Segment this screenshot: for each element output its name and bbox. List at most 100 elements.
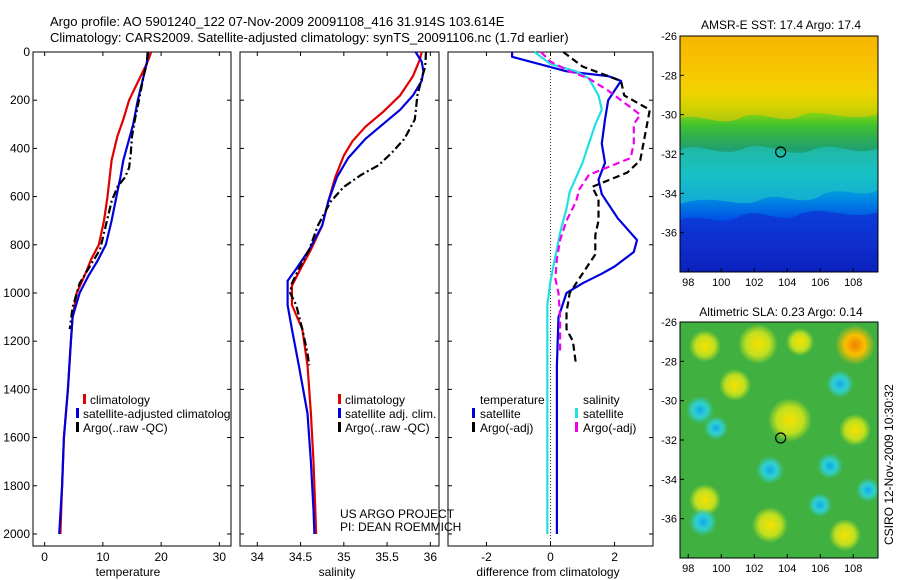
y-tick-label: 1800 [3, 479, 30, 493]
difference-axis-label: difference from climatology [476, 565, 619, 579]
temperature-panel-frame [32, 51, 232, 547]
y-tick-label: 200 [10, 93, 30, 107]
map-y-tick-label: -26 [661, 317, 677, 329]
x-tick-label: 2 [611, 550, 618, 564]
title-line-1: Argo profile: AO 5901240_122 07-Nov-2009… [50, 14, 505, 29]
temperature-legend: climatology satellite-adjusted climatolo… [76, 393, 230, 435]
x-tick-label: 0 [547, 550, 554, 564]
profile-location-marker [775, 146, 787, 158]
map-x-tick-label: 104 [778, 563, 796, 575]
map-y-tick-label: -28 [661, 356, 677, 368]
y-tick-label: 600 [10, 190, 30, 204]
sla-low-anomaly [817, 453, 843, 479]
legend-label: Argo(-adj) [480, 421, 533, 435]
sla-low-anomaly [808, 493, 832, 517]
temperature-ticks: 0 200 400 600 800 1000 1200 1400 1600 1800 2000 0 10… [3, 45, 231, 564]
map-x-tick-label: 108 [844, 563, 862, 575]
map-x-tick-label: 100 [712, 277, 730, 289]
legend-swatch-temp-satellite [472, 408, 475, 418]
legend-swatch-temp-argo [472, 422, 475, 432]
y-tick-label: 400 [10, 141, 30, 155]
pi-label: PI: DEAN ROEMMICH [340, 520, 461, 534]
legend-swatch-climatology [83, 394, 86, 404]
sst-map [679, 35, 879, 273]
map-y-tick-label: -34 [661, 188, 677, 200]
csiro-credit: CSIRO 12-Nov-2009 10:30:32 [882, 384, 896, 545]
sla-high-anomaly [786, 328, 814, 356]
x-tick-label: 0 [41, 550, 48, 564]
series-line [511, 52, 639, 534]
title-line-2: Climatology: CARS2009. Satellite-adjuste… [50, 30, 569, 45]
sla-map-title: Altimetric SLA: 0.23 Argo: 0.14 [699, 305, 863, 319]
y-tick-label: 1000 [3, 286, 30, 300]
x-tick-label: 36 [424, 550, 438, 564]
map-x-tick-label: 106 [811, 277, 829, 289]
x-tick-label: 10 [96, 550, 110, 564]
y-tick-label: 2000 [3, 527, 30, 541]
map-x-tick-label: 98 [682, 563, 694, 575]
map-y-tick-label: -32 [661, 149, 677, 161]
y-tick-label: 800 [10, 238, 30, 252]
map-y-tick-label: -30 [661, 396, 677, 408]
sst-map-ticks: -26 -28 -30 -32 -34 -36 98 100 102 104 106 108 [661, 31, 862, 289]
map-y-tick-label: -36 [661, 228, 677, 240]
legend-swatch-argo [338, 422, 341, 432]
sla-high-anomaly [689, 330, 721, 362]
map-y-tick-label: -26 [661, 31, 677, 43]
legend-swatch-sal-satellite [575, 408, 578, 418]
y-tick-label: 1600 [3, 431, 30, 445]
salinity-axis-label: salinity [319, 565, 356, 579]
series-line [286, 51, 425, 535]
sla-low-anomaly [689, 508, 717, 536]
x-tick-label: 34 [251, 550, 265, 564]
sst-warm-region [680, 36, 878, 122]
difference-legend: temperature satellite Argo(-adj) salinit… [472, 393, 636, 435]
sla-high-anomaly [839, 414, 871, 446]
map-y-tick-label: -30 [661, 110, 677, 122]
temperature-series [58, 51, 153, 535]
series-line [540, 51, 642, 354]
map-y-tick-label: -34 [661, 474, 677, 486]
legend-swatch-satellite [76, 408, 79, 418]
x-tick-label: 35 [337, 550, 351, 564]
map-y-tick-label: -32 [661, 435, 677, 447]
x-tick-label: 35.5 [375, 550, 399, 564]
series-line [562, 51, 651, 366]
legend-label: satellite [480, 407, 521, 421]
sla-low-anomaly [686, 396, 714, 424]
sla-high-anomaly [719, 369, 751, 401]
sla-high-anomaly [829, 519, 861, 551]
temperature-axis-label: temperature [96, 565, 161, 579]
map-x-tick-label: 108 [844, 277, 862, 289]
sla-map-ticks: -26 -28 -30 -32 -34 -36 98 100 102 104 106 108 [661, 317, 862, 575]
x-tick-label: 30 [213, 550, 227, 564]
salinity-series [286, 51, 428, 535]
sla-low-anomaly [826, 370, 854, 398]
series-line [58, 51, 150, 535]
sla-high-anomaly [689, 484, 721, 516]
sla-high-anomaly [738, 324, 778, 364]
legend-swatch-argo [76, 422, 79, 432]
map-x-tick-label: 102 [745, 277, 763, 289]
x-tick-label: 20 [154, 550, 168, 564]
difference-series [511, 51, 651, 534]
legend-label: Argo(..raw -QC) [345, 421, 430, 435]
sst-front [680, 146, 878, 204]
x-tick-label: -2 [481, 550, 492, 564]
sla-low-anomaly [856, 478, 878, 502]
legend-label: climatology [345, 393, 405, 407]
legend-group-title: temperature [480, 393, 545, 407]
legend-swatch-sal-argo [575, 422, 578, 432]
legend-label: Argo(-adj) [583, 421, 636, 435]
legend-swatch-climatology [338, 394, 341, 404]
legend-label: Argo(..raw -QC) [83, 421, 168, 435]
sla-high-anomaly [835, 325, 875, 365]
series-line [59, 51, 153, 535]
legend-label: climatology [90, 393, 150, 407]
project-label: US ARGO PROJECT [340, 507, 455, 521]
sst-cold-region [680, 210, 878, 272]
series-line [68, 51, 149, 330]
legend-label: satellite-adjusted climatolog [83, 407, 230, 421]
sla-map [679, 321, 879, 559]
